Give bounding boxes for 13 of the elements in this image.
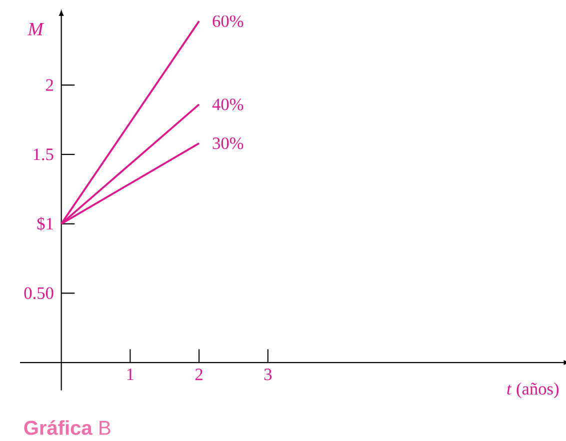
series-label: 60% (212, 15, 244, 28)
x-tick-label: 2 (195, 368, 202, 380)
y-tick-label: 1.5 (34, 148, 54, 160)
x-tick-label: 1 (127, 368, 134, 380)
x-axis-title: t (años) (507, 382, 559, 398)
series-label: 30% (212, 137, 244, 150)
text: Gráfica B (24, 420, 110, 435)
x-tick-label: 3 (264, 368, 272, 380)
series-label: 40% (212, 98, 244, 110)
y-axis-title: M (28, 23, 44, 36)
y-tick-label: 0.50 (24, 287, 54, 300)
y-tick-label: 2 (46, 79, 53, 91)
y-tick-label: $1 (37, 216, 53, 231)
